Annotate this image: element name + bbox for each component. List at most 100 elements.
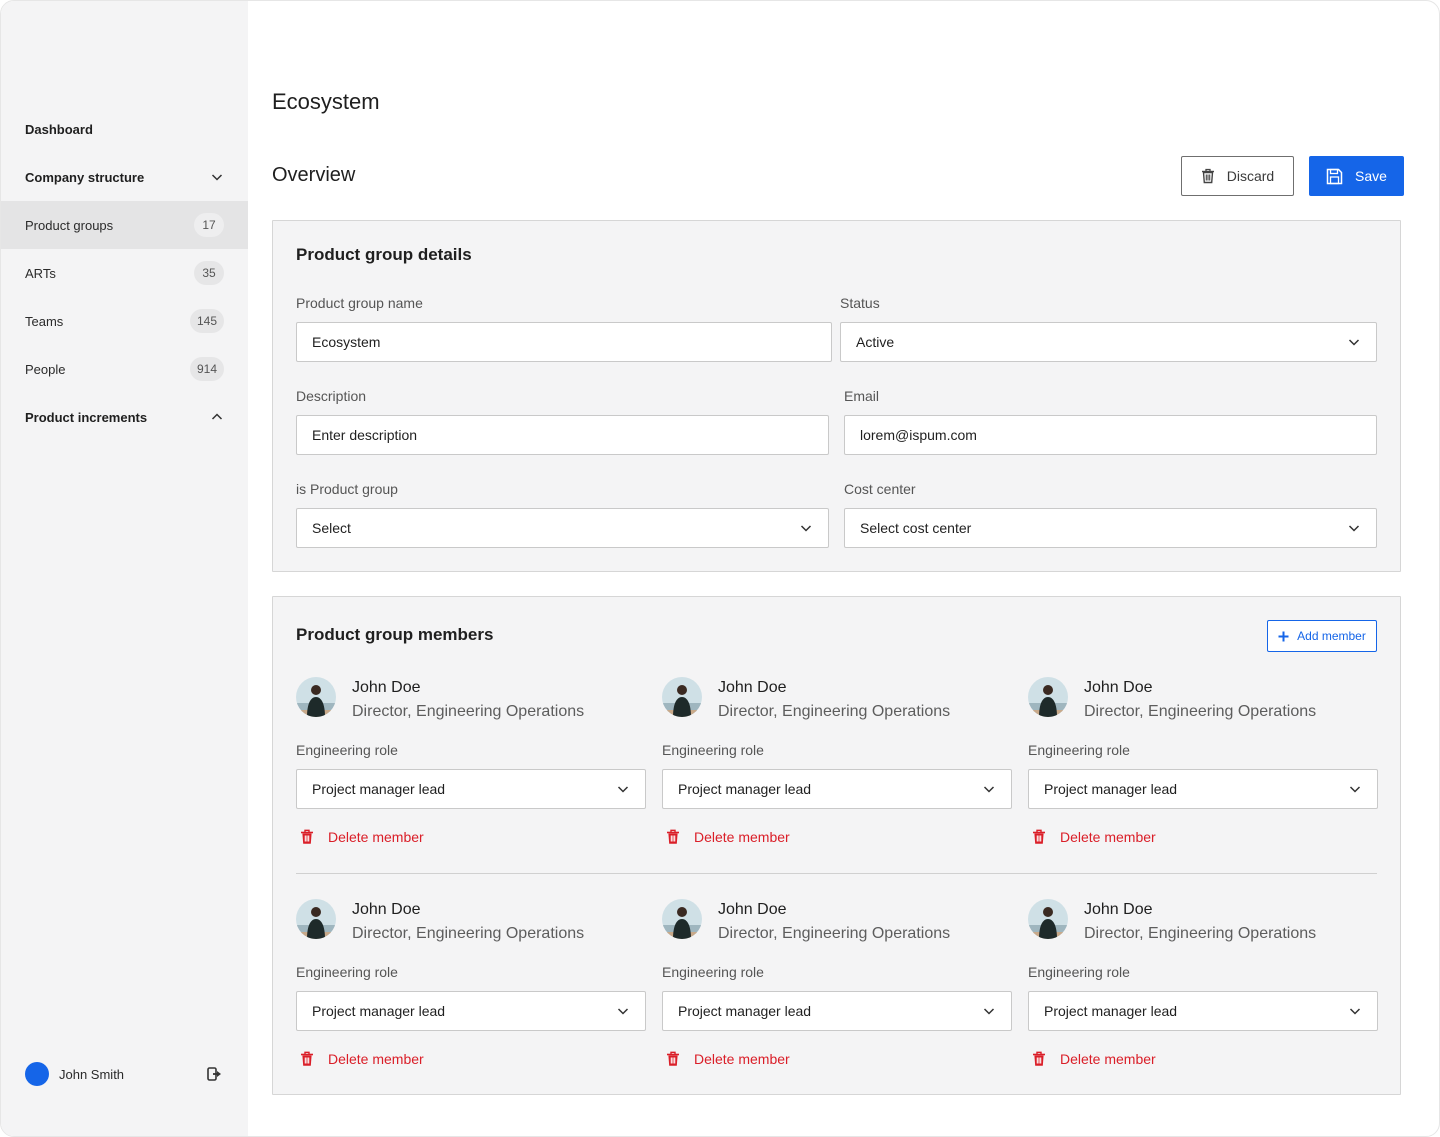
member-name: John Doe xyxy=(352,679,421,696)
input-value: lorem@ispum.com xyxy=(860,427,977,443)
sidebar-item-company-structure[interactable]: Company structure xyxy=(1,153,248,201)
trash-icon xyxy=(667,1051,679,1066)
trash-icon xyxy=(301,1051,313,1066)
chevron-down-icon xyxy=(800,525,812,532)
select-value: Project manager lead xyxy=(312,1003,446,1019)
count-badge: 914 xyxy=(189,357,224,381)
delete-member-label: Delete member xyxy=(1060,829,1156,845)
sidebar: Dashboard Company structure Product grou… xyxy=(1,1,248,1136)
engineering-role-select[interactable]: Project manager lead xyxy=(662,769,1012,809)
sidebar-item-label: ARTs xyxy=(25,265,56,281)
member-card: John Doe Director, Engineering Operation… xyxy=(662,677,1012,857)
add-member-label: Add member xyxy=(1297,629,1366,643)
count-badge: 35 xyxy=(194,261,224,285)
product-group-members-card: Product group members Add member John Do… xyxy=(272,596,1401,1095)
description-input[interactable]: Enter description xyxy=(296,415,829,455)
delete-member-button[interactable]: Delete member xyxy=(1032,829,1156,845)
sidebar-item-teams[interactable]: Teams 145 xyxy=(1,297,248,345)
member-name: John Doe xyxy=(718,901,787,918)
trash-icon xyxy=(1033,829,1045,844)
save-icon xyxy=(1326,168,1343,184)
member-title: Director, Engineering Operations xyxy=(1084,925,1317,942)
chevron-down-icon xyxy=(1349,786,1361,793)
chevron-down-icon xyxy=(983,786,995,793)
sidebar-item-label: Product increments xyxy=(25,409,148,425)
sidebar-item-product-increments[interactable]: Product increments xyxy=(1,393,248,441)
product-group-name-input[interactable]: Ecosystem xyxy=(296,322,832,362)
cost-center-select[interactable]: Select cost center xyxy=(844,508,1377,548)
trash-icon xyxy=(667,829,679,844)
user-profile: John Smith xyxy=(25,1062,224,1086)
engineering-role-label: Engineering role xyxy=(662,742,764,758)
member-card: John Doe Director, Engineering Operation… xyxy=(296,677,646,857)
sidebar-item-arts[interactable]: ARTs 35 xyxy=(1,249,248,297)
delete-member-label: Delete member xyxy=(1060,1051,1156,1067)
member-title: Director, Engineering Operations xyxy=(352,925,585,942)
trash-icon xyxy=(1033,1051,1045,1066)
engineering-role-select[interactable]: Project manager lead xyxy=(662,991,1012,1031)
input-value: Ecosystem xyxy=(312,334,381,350)
plus-icon xyxy=(1278,631,1289,641)
sidebar-item-people[interactable]: People 914 xyxy=(1,345,248,393)
engineering-role-label: Engineering role xyxy=(296,742,398,758)
add-member-button[interactable]: Add member xyxy=(1267,620,1377,652)
engineering-role-select[interactable]: Project manager lead xyxy=(296,991,646,1031)
sidebar-item-label: Company structure xyxy=(25,169,145,185)
sidebar-item-label: Dashboard xyxy=(25,121,93,137)
save-button[interactable]: Save xyxy=(1309,156,1404,196)
count-badge: 145 xyxy=(189,309,224,333)
engineering-role-select[interactable]: Project manager lead xyxy=(1028,769,1378,809)
chevron-up-icon xyxy=(211,413,223,420)
delete-member-button[interactable]: Delete member xyxy=(300,829,424,845)
member-name: John Doe xyxy=(718,679,787,696)
count-badge: 17 xyxy=(194,213,224,237)
trash-icon xyxy=(1201,168,1214,184)
select-value: Active xyxy=(856,334,895,350)
engineering-role-select[interactable]: Project manager lead xyxy=(1028,991,1378,1031)
delete-member-label: Delete member xyxy=(328,829,424,845)
field-label: is Product group xyxy=(296,481,398,497)
avatar xyxy=(296,677,336,717)
sidebar-item-label: Product groups xyxy=(25,217,114,233)
member-card: John Doe Director, Engineering Operation… xyxy=(296,899,646,1079)
sidebar-item-dashboard[interactable]: Dashboard xyxy=(1,105,248,153)
chevron-down-icon xyxy=(1348,339,1360,346)
member-name: John Doe xyxy=(1084,679,1153,696)
avatar xyxy=(25,1062,49,1086)
sidebar-item-label: People xyxy=(25,361,66,377)
logout-icon[interactable] xyxy=(206,1065,224,1083)
divider xyxy=(296,873,1377,874)
delete-member-button[interactable]: Delete member xyxy=(300,1051,424,1067)
sidebar-item-product-groups[interactable]: Product groups 17 xyxy=(1,201,248,249)
engineering-role-select[interactable]: Project manager lead xyxy=(296,769,646,809)
avatar xyxy=(296,899,336,939)
member-card: John Doe Director, Engineering Operation… xyxy=(662,899,1012,1079)
save-label: Save xyxy=(1355,168,1387,184)
delete-member-button[interactable]: Delete member xyxy=(666,829,790,845)
engineering-role-label: Engineering role xyxy=(296,964,398,980)
select-value: Project manager lead xyxy=(1044,781,1178,797)
is-product-group-select[interactable]: Select xyxy=(296,508,829,548)
field-label: Cost center xyxy=(844,481,916,497)
delete-member-button[interactable]: Delete member xyxy=(666,1051,790,1067)
page-title: Ecosystem xyxy=(272,89,380,114)
select-value: Select cost center xyxy=(860,520,972,536)
select-value: Select xyxy=(312,520,351,536)
product-group-details-card: Product group details Product group name… xyxy=(272,220,1401,572)
user-name: John Smith xyxy=(59,1066,125,1082)
chevron-down-icon xyxy=(1349,1008,1361,1015)
member-name: John Doe xyxy=(1084,901,1153,918)
engineering-role-label: Engineering role xyxy=(662,964,764,980)
delete-member-button[interactable]: Delete member xyxy=(1032,1051,1156,1067)
member-title: Director, Engineering Operations xyxy=(718,703,951,720)
avatar xyxy=(662,677,702,717)
member-card: John Doe Director, Engineering Operation… xyxy=(1028,899,1378,1079)
input-placeholder: Enter description xyxy=(312,427,418,443)
status-select[interactable]: Active xyxy=(840,322,1377,362)
avatar xyxy=(1028,899,1068,939)
member-title: Director, Engineering Operations xyxy=(352,703,585,720)
email-input[interactable]: lorem@ispum.com xyxy=(844,415,1377,455)
discard-button[interactable]: Discard xyxy=(1181,156,1294,196)
chevron-down-icon xyxy=(983,1008,995,1015)
